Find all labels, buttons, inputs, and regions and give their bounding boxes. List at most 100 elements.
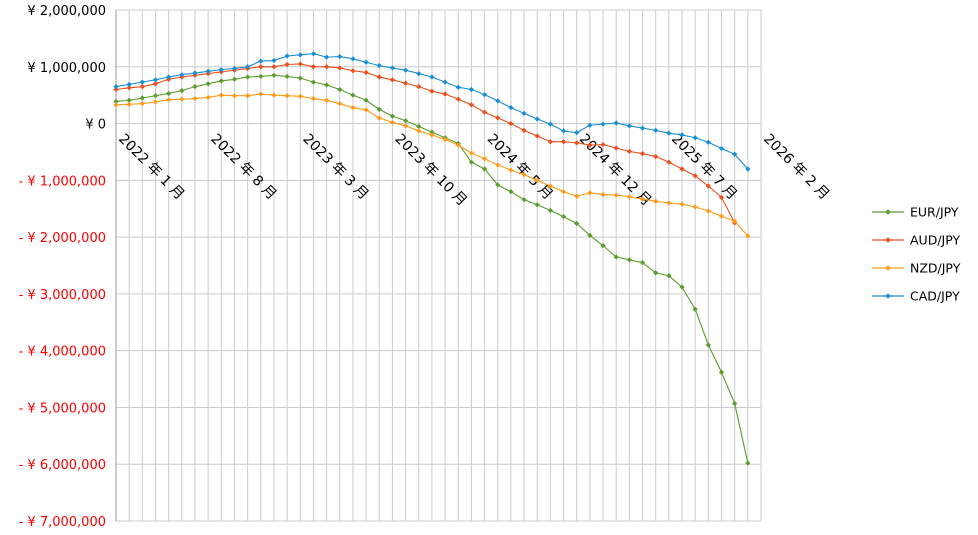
- data-point: [310, 95, 317, 102]
- data-point: [626, 123, 632, 129]
- data-point: [442, 79, 448, 85]
- data-point: [705, 139, 711, 145]
- data-point: [218, 67, 224, 73]
- data-point: [508, 189, 514, 195]
- data-point: [139, 95, 145, 101]
- data-point: [521, 197, 527, 203]
- data-point: [429, 88, 435, 94]
- legend-marker: [885, 209, 891, 215]
- data-point: [402, 118, 409, 124]
- data-point: [692, 173, 698, 179]
- x-tick-label: 2026 年 2 月: [760, 131, 832, 203]
- data-point: [310, 79, 317, 85]
- data-point: [521, 110, 527, 116]
- y-tick-label: ¥ 0: [85, 118, 106, 133]
- data-point: [626, 257, 632, 263]
- data-point: [692, 204, 698, 210]
- data-point: [468, 150, 475, 156]
- data-point: [179, 96, 185, 102]
- data-point: [363, 107, 369, 113]
- data-point: [113, 86, 119, 93]
- data-point: [639, 151, 646, 157]
- data-point: [258, 64, 264, 70]
- data-point: [600, 243, 606, 249]
- data-point: [560, 128, 567, 134]
- data-point: [376, 115, 382, 121]
- data-point: [495, 162, 501, 168]
- y-tick-label: - ¥ 6,000,000: [19, 458, 106, 473]
- y-tick-label: - ¥ 2,000,000: [19, 231, 106, 246]
- series-lines: [113, 51, 751, 466]
- data-point: [653, 127, 659, 133]
- data-point: [653, 198, 659, 204]
- data-point: [324, 54, 330, 60]
- data-point: [297, 93, 303, 99]
- data-point: [284, 61, 290, 68]
- data-point: [455, 96, 461, 102]
- data-point: [508, 120, 514, 127]
- data-point: [297, 75, 303, 81]
- data-point: [705, 342, 711, 348]
- data-point: [166, 97, 172, 103]
- data-point: [574, 130, 580, 136]
- data-point: [402, 67, 409, 73]
- data-point: [337, 101, 343, 107]
- data-point: [613, 120, 619, 126]
- data-point: [324, 82, 330, 88]
- data-point: [429, 74, 435, 80]
- data-point: [231, 93, 238, 99]
- data-point: [152, 99, 159, 105]
- data-point: [152, 81, 159, 87]
- data-point: [745, 233, 751, 239]
- legend-label: AUD/JPY: [910, 233, 960, 248]
- data-point: [337, 65, 343, 71]
- data-point: [495, 115, 501, 121]
- data-point: [613, 192, 619, 198]
- data-point: [350, 105, 356, 111]
- data-point: [481, 109, 488, 115]
- data-point: [653, 270, 659, 276]
- y-axis: ¥ 2,000,000 ¥ 1,000,000 ¥ 0 - ¥ 1,000,000 - …: [19, 4, 106, 530]
- data-point: [205, 94, 211, 101]
- data-point: [442, 91, 448, 97]
- data-point: [310, 64, 317, 70]
- chart-grid: [115, 9, 762, 522]
- data-point: [324, 97, 330, 103]
- data-point: [705, 208, 711, 214]
- data-point: [350, 68, 356, 74]
- data-point: [245, 64, 251, 70]
- data-point: [521, 127, 527, 133]
- data-point: [205, 68, 211, 74]
- data-point: [218, 92, 224, 98]
- data-point: [718, 213, 725, 219]
- legend-item: NZD/JPY: [872, 261, 961, 276]
- data-point: [679, 201, 685, 207]
- data-point: [600, 191, 606, 198]
- y-tick-label: ¥ 1,000,000: [27, 61, 106, 76]
- data-point: [613, 145, 619, 151]
- data-point: [534, 177, 540, 183]
- data-point: [468, 102, 475, 108]
- data-point: [481, 166, 488, 172]
- plot-area: [115, 9, 762, 522]
- data-point: [679, 284, 685, 290]
- data-point: [455, 84, 461, 90]
- data-point: [350, 92, 356, 98]
- data-point: [363, 59, 369, 65]
- legend: EUR/JPY AUD/JPY NZD/JPY CAD/JPY: [872, 205, 961, 304]
- data-point: [587, 190, 593, 196]
- data-point: [139, 79, 145, 85]
- data-point: [126, 85, 132, 91]
- data-point: [231, 76, 238, 82]
- data-point: [666, 159, 672, 165]
- data-point: [416, 84, 422, 90]
- data-point: [534, 133, 540, 139]
- data-point: [113, 98, 119, 105]
- data-point: [547, 121, 553, 127]
- data-point: [613, 254, 619, 260]
- data-point: [587, 142, 593, 148]
- data-point: [653, 153, 659, 160]
- data-point: [481, 156, 488, 162]
- data-point: [179, 72, 185, 78]
